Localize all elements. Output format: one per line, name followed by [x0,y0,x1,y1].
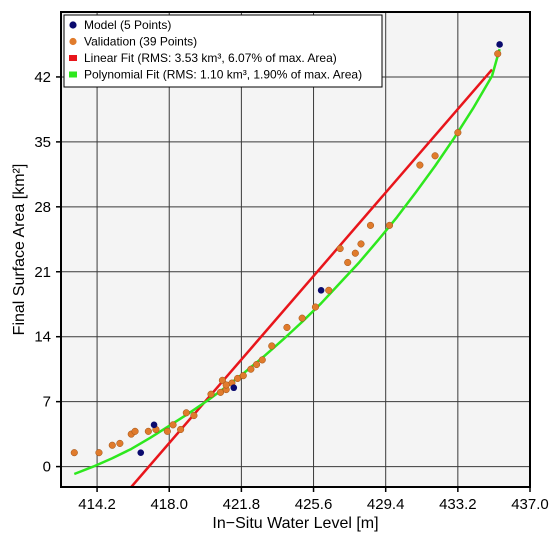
validation-point [218,376,226,384]
legend-model-label: Model (5 Points) [84,18,171,32]
validation-point [336,245,344,253]
plot-frame [60,11,531,488]
legend-validation-label: Validation (39 Points) [84,35,197,49]
validation-point [190,412,198,420]
legend-linear-fit-label: Linear Fit (RMS: 3.53 km³, 6.07% of max.… [84,51,337,65]
validation-point [253,360,261,369]
y-tick-label: 28 [34,199,51,216]
y-tick-label: 21 [34,264,51,281]
validation-point [70,449,78,457]
x-tick-label: 429.4 [367,496,405,513]
legend-model-marker [69,21,77,29]
validation-point [494,50,502,58]
x-tick-label: 414.2 [78,496,116,513]
validation-point [239,372,247,380]
model-point [137,449,145,456]
legend: Model (5 Points) Validation (39 Points) Li… [63,14,383,88]
validation-point [163,427,171,435]
legend-validation-marker [69,37,77,46]
x-tick-label: 437.0 [511,496,549,513]
y-tick-label: 42 [34,69,51,86]
validation-point [351,249,359,257]
polynomial-fit-curve [73,48,501,476]
validation-point [144,427,152,435]
legend-box [63,14,383,88]
y-tick-label: 0 [43,459,51,476]
validation-point [268,342,276,350]
model-point [317,287,325,294]
validation-point [385,221,394,229]
validation-point [247,365,255,373]
y-axis-title: Final Surface Area [km²] [11,164,28,336]
model-point [230,384,238,392]
validation-point [131,427,139,435]
x-tick-label: 418.0 [150,496,188,513]
validation-point [258,356,266,364]
validation-point [108,441,116,449]
tick-layer: 414.2 418.0 421.8 425.6 429.4 433.2 437.0 0 7 14 2… [34,69,548,513]
validation-point [182,409,190,417]
legend-polynomial-fit-marker [69,71,77,78]
validation-point [207,390,215,398]
x-axis-title: In−Situ Water Level [m] [212,515,378,532]
x-tick-label: 425.6 [295,496,333,513]
plot-background [61,12,530,487]
validation-point [366,221,375,229]
validation-point [216,388,225,396]
validation-point [454,129,462,137]
y-tick-label: 14 [34,329,51,346]
legend-linear-fit-marker [69,55,77,61]
validation-point [431,152,439,160]
y-tick-label: 7 [43,394,51,411]
x-tick-label: 421.8 [223,496,261,513]
validation-point [169,421,177,429]
validation-point [283,323,291,331]
model-point [150,421,158,429]
validation-point [298,314,306,322]
legend-polynomial-fit-label: Polynomial Fit (RMS: 1.10 km³, 1.90% of … [84,68,362,82]
validation-point [344,258,352,267]
validation-point [222,381,230,389]
validation-point [95,449,103,457]
validation-point [416,161,424,169]
validation-point [311,303,319,311]
validation-point [234,374,242,383]
model-point [496,41,503,48]
y-tick-label: 35 [34,134,51,151]
validation-point [325,286,333,294]
validation-point [116,439,124,447]
validation-point [177,425,185,434]
validation-point [357,240,365,248]
series-layer [70,41,503,487]
x-tick-label: 433.2 [439,496,477,513]
